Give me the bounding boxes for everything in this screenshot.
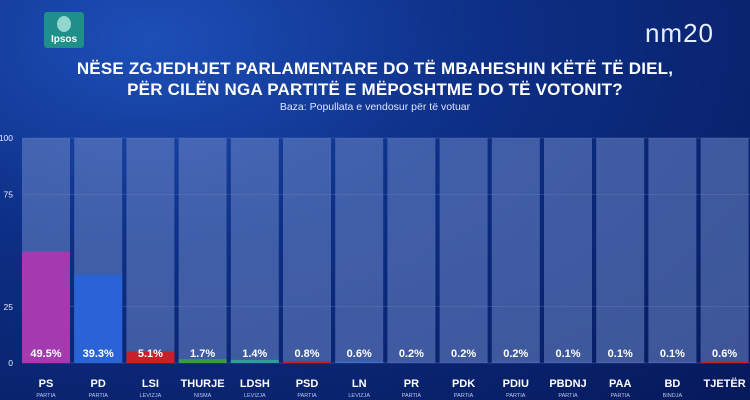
data-label: 39.3% — [83, 348, 114, 360]
chart-subtitle: Baza: Popullata e vendosur për të votuar — [279, 101, 471, 113]
category-sublabel: PARTIA — [297, 393, 317, 399]
track-layer — [22, 138, 749, 363]
bar-track — [544, 138, 592, 363]
data-label: 0.2% — [503, 348, 528, 360]
bar — [230, 359, 279, 363]
bar-track — [230, 138, 279, 363]
category-sublabel: PARTIA — [558, 393, 578, 399]
bar — [439, 361, 488, 363]
data-label: 0.6% — [347, 348, 372, 360]
y-tick-label: 25 — [4, 302, 14, 312]
category-label: THURJE — [181, 378, 225, 390]
data-label: 0.2% — [399, 348, 424, 360]
bar-track — [491, 138, 540, 363]
category-label: LDSH — [240, 378, 270, 390]
bar — [178, 359, 227, 363]
category-sublabel: LEVIZJA — [348, 393, 370, 399]
category-sublabel: PARTIA — [402, 393, 422, 399]
data-label: 0.8% — [294, 348, 319, 360]
category-label: PDK — [452, 378, 475, 390]
category-label: LSI — [142, 378, 159, 390]
category-label: PAA — [609, 378, 631, 390]
bar — [596, 361, 645, 363]
chart-title-line-2: PËR CILËN NGA PARTITË E MËPOSHTME DO TË … — [127, 80, 623, 99]
bar — [126, 351, 175, 363]
category-sublabel: NISMA — [194, 393, 212, 399]
bar — [335, 361, 384, 363]
y-tick-label: 100 — [0, 133, 13, 143]
bar — [283, 361, 331, 363]
data-label: 0.1% — [660, 348, 685, 360]
category-label: PDIU — [503, 378, 529, 390]
bar-track — [596, 138, 645, 363]
category-sublabel: PARTIA — [506, 393, 526, 399]
bar-track — [439, 138, 488, 363]
bar-track — [283, 138, 331, 363]
bar — [74, 274, 123, 363]
bar — [22, 251, 70, 363]
logo-text: Ipsos — [50, 34, 78, 45]
category-label: PD — [91, 378, 106, 390]
category-sublabel: PARTIA — [36, 393, 56, 399]
bar — [387, 361, 436, 363]
data-label: 1.7% — [190, 348, 215, 360]
category-label: TJETËR — [704, 377, 746, 390]
category-sublabel: PARTIA — [611, 393, 631, 399]
data-label: 49.5% — [30, 348, 61, 360]
data-label: 0.1% — [608, 348, 633, 360]
bar-track — [178, 138, 227, 363]
bar — [700, 361, 749, 363]
category-sublabel: PARTIA — [89, 393, 109, 399]
category-label: LN — [352, 378, 367, 390]
bar — [491, 361, 540, 363]
bar — [648, 361, 697, 363]
bar-track — [126, 138, 175, 363]
chart-title: NËSE ZGJEDHJET PARLAMENTARE DO TË MBAHES… — [0, 58, 750, 100]
category-label: PBDNJ — [549, 378, 586, 390]
category-label: PR — [404, 378, 419, 390]
ipsos-mark-icon — [57, 16, 71, 32]
data-label: 0.2% — [451, 348, 476, 360]
bar-track — [335, 138, 384, 363]
data-label: 1.4% — [242, 348, 267, 360]
category-label: PSD — [296, 378, 319, 390]
y-tick-label: 0 — [8, 358, 13, 368]
bar-track — [387, 138, 436, 363]
ipsos-logo: Ipsos — [44, 12, 84, 48]
category-sublabel: LEVIZJA — [244, 393, 266, 399]
label-layer: 0 25 75 100 49.5% PS PARTIA 39.3% PD PARTIA 5.1% LS… — [0, 133, 746, 399]
category-sublabel: BINDJA — [663, 393, 683, 399]
data-label: 0.1% — [555, 348, 580, 360]
category-sublabel: PARTIA — [454, 393, 474, 399]
data-label: 0.6% — [712, 348, 737, 360]
category-sublabel: LEVIZJA — [140, 393, 162, 399]
bar-track — [700, 138, 749, 363]
data-label: 5.1% — [138, 348, 163, 360]
chart-title-line-1: NËSE ZGJEDHJET PARLAMENTARE DO TË MBAHES… — [76, 59, 674, 78]
channel-brand: nm20 — [644, 18, 714, 48]
category-label: PS — [39, 378, 54, 390]
category-label: BD — [664, 378, 680, 390]
bar-track — [648, 138, 697, 363]
bar-layer — [22, 251, 749, 363]
bar — [544, 361, 592, 363]
y-tick-label: 75 — [4, 189, 14, 199]
